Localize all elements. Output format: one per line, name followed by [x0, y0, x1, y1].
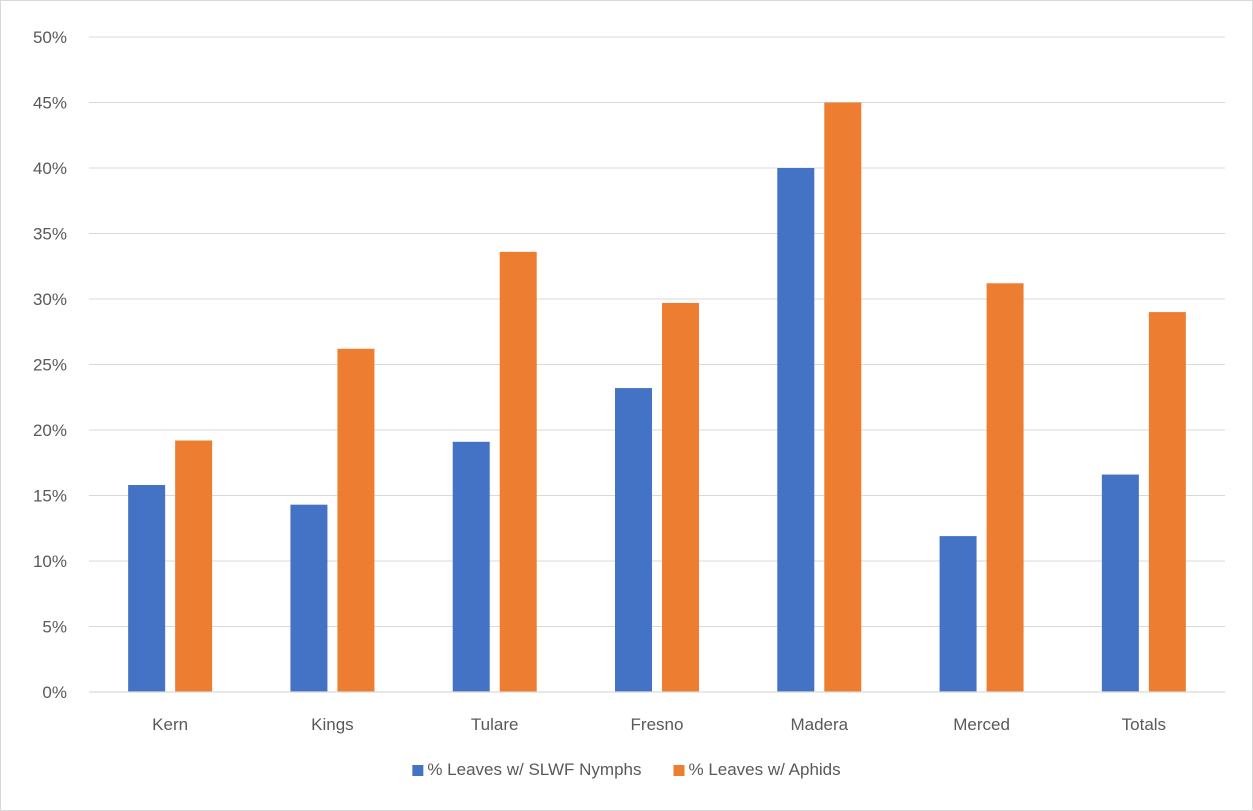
legend-swatch [412, 765, 424, 776]
gridlines [89, 36, 1225, 627]
bar-slwf-nymphs-madera [777, 168, 815, 692]
y-tick-label: 40% [33, 159, 67, 178]
y-tick-label: 5% [42, 618, 67, 637]
y-tick-label: 50% [33, 28, 67, 47]
bar-aphids-totals [1148, 312, 1186, 692]
y-tick-label: 45% [33, 94, 67, 113]
bar-aphids-kern [175, 440, 213, 692]
bars [128, 102, 1186, 692]
bar-aphids-merced [986, 283, 1024, 692]
x-tick-label: Kern [152, 715, 188, 734]
bar-slwf-nymphs-merced [939, 536, 977, 692]
legend: % Leaves w/ SLWF Nymphs % Leaves w/ Aphid… [412, 760, 841, 779]
bar-slwf-nymphs-tulare [452, 441, 490, 692]
bar-slwf-nymphs-totals [1101, 474, 1139, 692]
bar-aphids-madera [824, 102, 862, 692]
x-tick-label: Tulare [471, 715, 519, 734]
y-tick-label: 15% [33, 487, 67, 506]
y-tick-label: 20% [33, 421, 67, 440]
y-tick-label: 10% [33, 552, 67, 571]
x-tick-label: Madera [790, 715, 848, 734]
y-tick-label: 35% [33, 225, 67, 244]
x-tick-label: Totals [1122, 715, 1166, 734]
bar-aphids-fresno [662, 302, 699, 692]
y-tick-label: 0% [42, 683, 67, 702]
bar-slwf-nymphs-fresno [615, 388, 652, 692]
x-tick-label: Fresno [631, 715, 684, 734]
y-tick-label: 25% [33, 356, 67, 375]
y-axis-tick-labels: 0% 5% 10% 15% 20% 25% 30% 35% 40% 45% 50% [33, 28, 67, 702]
x-tick-label: Merced [953, 715, 1010, 734]
legend-label: % Leaves w/ SLWF Nymphs [427, 760, 641, 779]
x-axis-tick-labels: Kern Kings Tulare Fresno Madera Merced Totals [152, 715, 1166, 734]
bar-aphids-kings [337, 348, 375, 692]
y-tick-label: 30% [33, 290, 67, 309]
bar-slwf-nymphs-kings [290, 504, 328, 692]
x-tick-label: Kings [311, 715, 354, 734]
legend-label: % Leaves w/ Aphids [688, 760, 840, 779]
bar-slwf-nymphs-kern [128, 485, 166, 692]
bar-aphids-tulare [499, 251, 537, 692]
legend-swatch [673, 765, 685, 776]
